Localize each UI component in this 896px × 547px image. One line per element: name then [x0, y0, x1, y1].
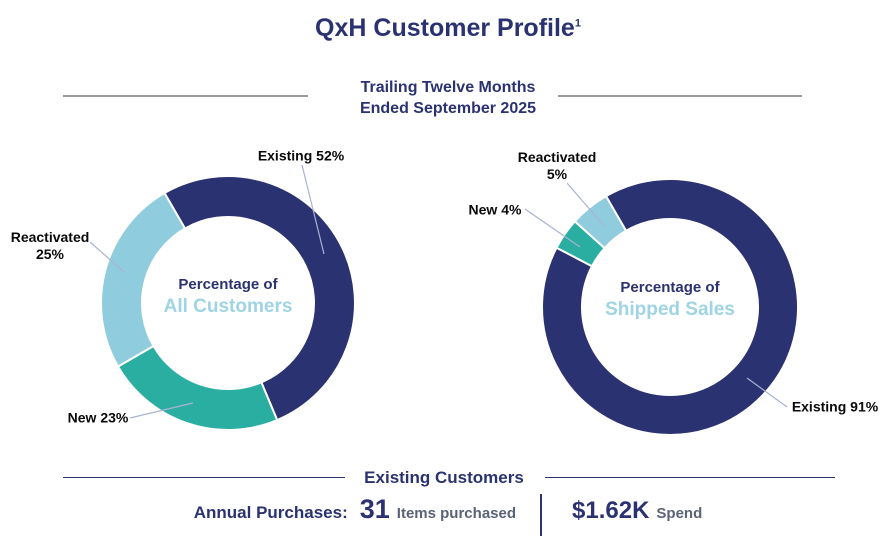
callout-existing-91: Existing 91%	[792, 399, 878, 416]
segment-existing	[163, 175, 356, 422]
shipped-sales-donut-chart	[524, 178, 799, 436]
callout-text: Reactivated	[10, 229, 90, 245]
leader-line-new	[129, 402, 194, 419]
footer-left-rule	[63, 477, 345, 478]
items-purchased-unit: Items purchased	[396, 505, 517, 522]
callout-existing-52: Existing 52%	[258, 148, 344, 165]
leader-line-existing	[301, 164, 325, 255]
callout-new-4: New 4%	[469, 202, 522, 219]
leader-line-reactivated	[89, 241, 125, 273]
annual-purchases-label: Annual Purchases:	[193, 503, 348, 522]
callout-reactivated-5: Reactivated 5%	[518, 149, 597, 183]
all-customers-donut-chart	[89, 164, 356, 431]
callout-new-23: New 23%	[68, 410, 129, 427]
footer-section-title: Existing Customers	[364, 468, 524, 487]
segment-new	[116, 344, 279, 431]
callout-text: New 23%	[67, 409, 129, 426]
center-label-line1: Percentage of	[178, 276, 278, 293]
spend-unit: Spend	[656, 505, 703, 522]
stats-row: Annual Purchases: 31 Items purchased $1.…	[0, 494, 896, 536]
subtitle-line1: Trailing Twelve Months	[360, 79, 536, 96]
callout-text: New 4%	[468, 201, 522, 218]
items-purchased-value: 31	[359, 494, 390, 524]
shipped-sales-center-label: Percentage of Shipped Sales	[605, 279, 735, 321]
leader-line-new	[524, 208, 581, 248]
page-title: QxH Customer Profile1	[0, 14, 896, 43]
subtitle-line2: Ended September 2025	[359, 100, 537, 117]
subtitle: Trailing Twelve Months Ended September 2…	[0, 77, 896, 119]
stats-divider	[540, 494, 543, 536]
center-label-line1: Percentage of	[620, 279, 720, 296]
all-customers-center-label: Percentage of All Customers	[164, 276, 293, 318]
leader-line-existing	[746, 377, 788, 408]
subtitle-left-rule	[63, 95, 308, 97]
callout-text: Reactivated	[517, 149, 597, 165]
callout-value: 5%	[546, 166, 568, 182]
leader-line-reactivated	[566, 182, 606, 228]
callout-text: Existing 91%	[791, 398, 879, 415]
segment-existing	[541, 178, 799, 436]
callout-text: Existing 52%	[257, 147, 345, 164]
subtitle-right-rule	[558, 95, 802, 97]
segment-reactivated	[100, 191, 187, 368]
title-footnote-marker: 1	[574, 17, 581, 30]
page-title-text: QxH Customer Profile	[315, 14, 575, 42]
center-label-line2: Shipped Sales	[605, 299, 735, 320]
footer-right-rule	[545, 477, 835, 478]
callout-value: 25%	[35, 246, 65, 262]
center-label-line2: All Customers	[163, 296, 293, 317]
callout-reactivated-25: Reactivated 25%	[11, 229, 90, 263]
spend-value: $1.62K	[572, 497, 650, 524]
